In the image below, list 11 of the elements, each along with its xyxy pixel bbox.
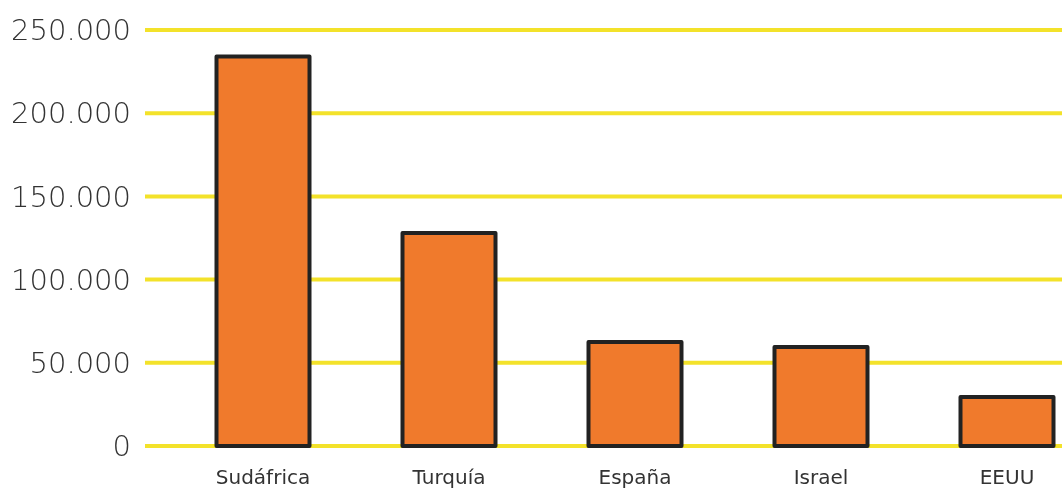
x-tick-label: España	[598, 465, 672, 489]
y-tick-label: 100.000	[11, 262, 131, 297]
x-tick-label: Sudáfrica	[215, 465, 311, 489]
x-tick-label: Israel	[793, 465, 849, 489]
x-tick-label: Turquía	[411, 465, 486, 489]
y-tick-label: 150.000	[11, 179, 131, 214]
y-tick-label: 0	[112, 429, 131, 464]
y-tick-label: 50.000	[29, 345, 131, 380]
x-tick-label: EEUU	[979, 465, 1035, 489]
y-tick-label: 200.000	[11, 96, 131, 131]
y-tick-label: 250.000	[11, 13, 131, 48]
